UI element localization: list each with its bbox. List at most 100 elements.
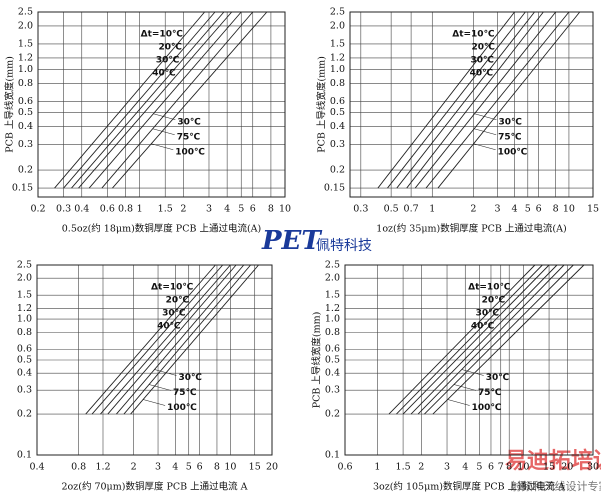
x-tick-label: 2 [131, 462, 137, 473]
plot-frame [36, 264, 273, 456]
data-line [414, 11, 557, 189]
y-tick-label: 2.0 [330, 20, 345, 31]
logo-text: 佩特科技 [316, 238, 372, 254]
data-line [71, 11, 225, 189]
y-tick-label: 0.2 [325, 409, 340, 420]
data-line [85, 264, 216, 415]
x-tick-label: 10 [224, 462, 236, 473]
line-label: Δt=10℃ [452, 30, 494, 40]
leader-line [152, 128, 175, 136]
x-tick-label: 15 [587, 204, 599, 215]
leader-line [474, 113, 497, 121]
line-label: 20℃ [472, 43, 496, 53]
data-line [100, 264, 231, 415]
x-tick-label: 10 [517, 462, 529, 473]
line-label: 30℃ [162, 309, 186, 319]
y-tick-label: 1.2 [18, 52, 33, 63]
leader-line [453, 384, 477, 391]
y-tick-label: 0.6 [330, 96, 345, 107]
y-tick-label: 0.4 [325, 368, 340, 379]
data-line [388, 264, 536, 415]
x-tick-label: 6 [488, 462, 494, 473]
x-tick-label: 30 [587, 462, 599, 473]
y-tick-label: 0.5 [17, 355, 32, 366]
data-line [123, 264, 251, 415]
leader-line [474, 128, 497, 136]
data-line [130, 264, 259, 415]
x-tick-label: 3 [206, 204, 212, 215]
line-label: 75℃ [173, 388, 197, 398]
data-line [107, 264, 237, 415]
y-tick-label: 0.2 [17, 409, 32, 420]
leader-line [447, 399, 470, 406]
x-tick-label: 4 [224, 204, 230, 215]
y-tick-label: 0.3 [18, 139, 33, 150]
y-tick-label: 2.5 [17, 260, 32, 271]
x-tick-label: 2 [180, 204, 186, 215]
x-tick-label: 15 [249, 462, 261, 473]
x-tick-label: 4 [462, 462, 468, 473]
y-axis-title: PCB 上导线宽度(mm) [316, 56, 328, 153]
y-tick-label: 1.2 [330, 52, 345, 63]
y-tick-label: 0.4 [330, 121, 345, 132]
line-label: 30℃ [498, 117, 522, 127]
y-tick-label: 0.8 [325, 327, 340, 338]
line-label: 40℃ [471, 322, 495, 332]
x-tick-label: 5 [525, 204, 531, 215]
x-tick-label: 4 [172, 462, 178, 473]
line-label: 30℃ [486, 373, 510, 383]
x-tick-label: 8 [214, 462, 220, 473]
y-tick-label: 0.6 [17, 344, 32, 355]
line-label: 20℃ [158, 43, 182, 53]
x-tick-label: 1.5 [158, 204, 173, 215]
x-tick-label: 4 [512, 204, 518, 215]
y-tick-label: 0.4 [17, 368, 32, 379]
data-line [63, 11, 216, 189]
x-tick-label: 15 [543, 462, 555, 473]
data-line [88, 11, 242, 189]
y-tick-label: 0.5 [330, 107, 345, 118]
line-label: 40℃ [157, 322, 181, 332]
line-label: Δt=10℃ [468, 283, 510, 293]
x-tick-label: 0.3 [56, 204, 71, 215]
line-label: Δt=10℃ [151, 283, 193, 293]
x-tick-label: 6 [536, 204, 542, 215]
data-line [112, 11, 268, 189]
x-tick-label: 5 [476, 462, 482, 473]
leader-line [473, 143, 496, 151]
line-label: 75℃ [478, 388, 502, 398]
leader-line [154, 369, 177, 376]
x-tick-label: 1 [374, 462, 380, 473]
data-line [396, 264, 543, 415]
line-label: 20℃ [166, 296, 190, 306]
x-tick-label: 0.3 [353, 204, 368, 215]
y-axis-title: PCB 上导线宽度(mm) [311, 312, 323, 409]
data-line [402, 264, 550, 415]
x-axis-title: 1oz(约 35μm)数铜厚度 PCB 上通过电流(A) [376, 223, 566, 235]
y-tick-label: 0.3 [17, 385, 32, 396]
plot-frame [344, 264, 594, 456]
line-label: 75℃ [498, 132, 522, 142]
y-tick-label: 0.8 [17, 327, 32, 338]
data-line [377, 11, 515, 189]
y-tick-label: 0.8 [18, 78, 33, 89]
x-tick-label: 0.5 [384, 204, 399, 215]
plot-frame [37, 11, 286, 198]
x-axis-title: 0.5oz(约 18μm)数铜厚度 PCB 上通过电流(A) [62, 223, 262, 235]
line-label: 40℃ [152, 69, 176, 79]
x-tick-label: 1.5 [396, 462, 411, 473]
y-tick-label: 1.0 [330, 64, 345, 75]
y-tick-label: 2.5 [325, 260, 340, 271]
y-tick-label: 2.0 [18, 20, 33, 31]
x-tick-label: 8 [506, 462, 512, 473]
leader-line [153, 113, 176, 121]
y-tick-label: 0.8 [330, 78, 345, 89]
data-line [432, 264, 585, 415]
y-tick-label: 2.0 [325, 273, 340, 284]
y-tick-label: 1.0 [18, 64, 33, 75]
y-tick-label: 0.15 [324, 183, 345, 194]
y-tick-label: 1.5 [330, 38, 345, 49]
x-tick-label: 20 [561, 462, 573, 473]
line-label: 20℃ [482, 296, 506, 306]
x-tick-label: 1.2 [95, 462, 110, 473]
